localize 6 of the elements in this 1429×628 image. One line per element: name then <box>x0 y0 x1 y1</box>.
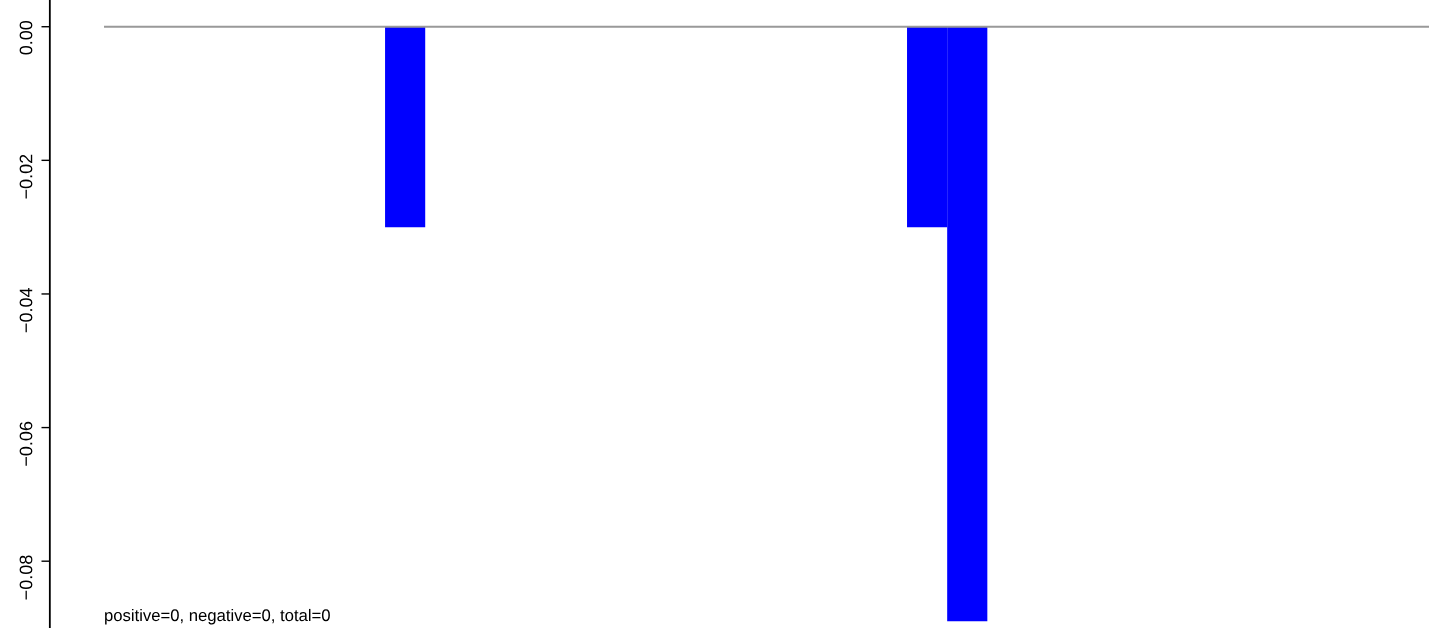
annotation: positive=0, negative=0, total=0 <box>105 608 330 625</box>
y-tick-label: −0.04 <box>19 287 33 333</box>
y-tick-label: 0.00 <box>19 20 33 55</box>
y-tick-label: −0.06 <box>19 421 33 466</box>
y-tick-label: −0.08 <box>19 555 33 600</box>
y-tick-label: −0.02 <box>19 154 33 199</box>
